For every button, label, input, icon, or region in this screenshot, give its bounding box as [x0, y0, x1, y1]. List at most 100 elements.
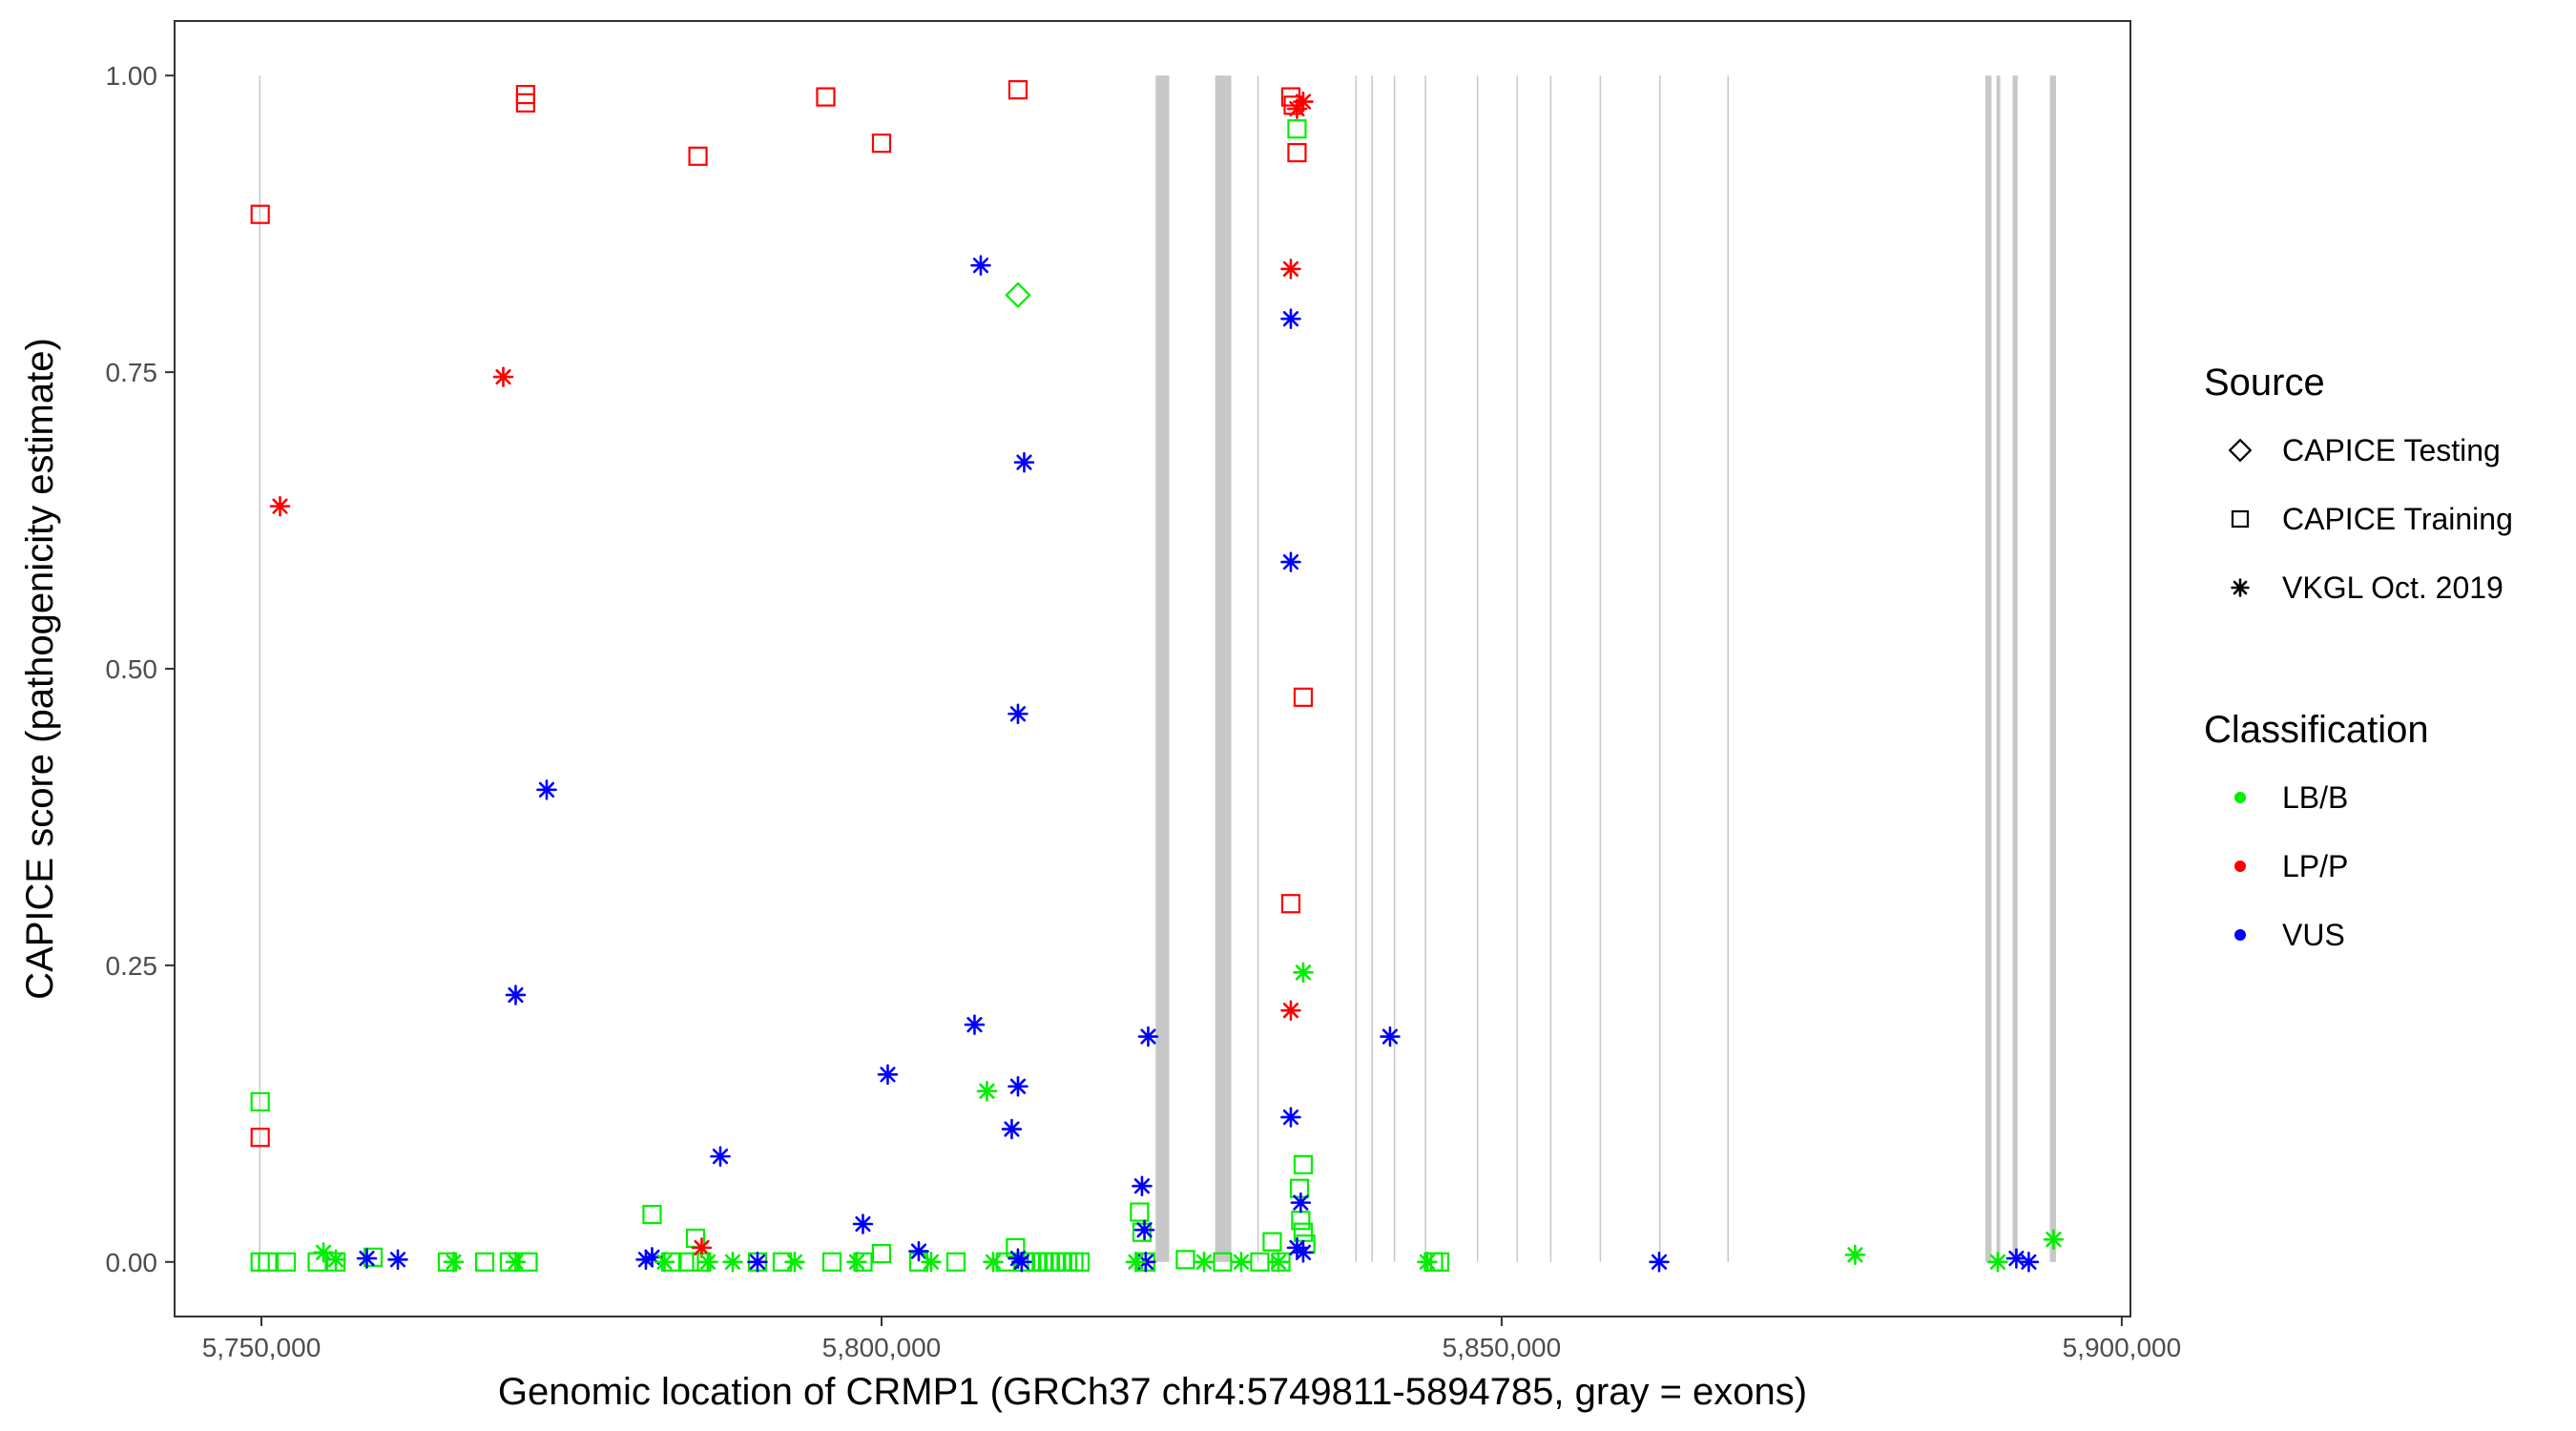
- vkgl-oct-2019-lb-b-point-9: [722, 1252, 743, 1273]
- legend-class-key-3: [2234, 929, 2246, 941]
- capice-training-lb-b-point-12: [642, 1204, 662, 1225]
- y-tick-label-4: 0.75: [106, 358, 158, 387]
- exon-band-10: [1516, 75, 1519, 1262]
- vkgl-oct-2019-lb-b-point-4: [325, 1249, 346, 1271]
- capice-training-lp-p-point-11: [1287, 142, 1307, 163]
- exon-band-9: [1476, 75, 1479, 1262]
- capice-training-lp-p-point-2: [250, 1128, 270, 1148]
- vkgl-oct-2019-vus-point-7: [505, 985, 527, 1006]
- vkgl-oct-2019-vus-point-3: [1280, 308, 1301, 329]
- vkgl-oct-2019-vus-point-27: [1011, 1252, 1032, 1273]
- legend: Source Classification CAPICE Testing CAPI…: [2204, 362, 2513, 952]
- capice-training-lb-b-point-36: [1130, 1202, 1150, 1222]
- legend-source-label-2: CAPICE Training: [2282, 502, 2513, 536]
- exon-band-15: [1984, 75, 1992, 1262]
- y-tick-label-2: 0.25: [106, 951, 158, 981]
- vkgl-oct-2019-vus-point-13: [1280, 1107, 1301, 1128]
- capice-training-lb-b-point-42: [1262, 1232, 1282, 1252]
- legend-source-key-asterisk: [2231, 578, 2250, 597]
- capice-training-lp-p-point-6: [816, 87, 836, 107]
- vkgl-oct-2019-lp-p-point-4: [1280, 259, 1301, 280]
- vkgl-oct-2019-vus-point-9: [877, 1064, 899, 1086]
- exon-band-7: [1393, 75, 1396, 1262]
- vkgl-oct-2019-lb-b-point-20: [1987, 1252, 2008, 1273]
- vkgl-oct-2019-vus-point-21: [387, 1249, 408, 1271]
- capice-training-lb-b-point-35: [1070, 1252, 1091, 1272]
- exon-band-2: [1155, 75, 1170, 1262]
- exon-band-6: [1371, 75, 1373, 1262]
- capice-training-lp-p-point-8: [1008, 80, 1028, 100]
- vkgl-oct-2019-vus-point-19: [1133, 1219, 1155, 1240]
- exon-band-13: [1659, 75, 1661, 1262]
- y-tick-label-5: 1.00: [106, 61, 158, 91]
- y-axis-title: CAPICE score (pathogenicity estimate): [19, 338, 61, 1000]
- vkgl-oct-2019-lp-p-point-5: [1280, 1000, 1301, 1021]
- vkgl-oct-2019-vus-point-2: [1013, 451, 1035, 473]
- vkgl-oct-2019-lb-b-point-19: [1844, 1244, 1866, 1266]
- x-tick-label-1: 5,750,000: [202, 1333, 322, 1362]
- legend-source-label-3: VKGL Oct. 2019: [2282, 570, 2503, 605]
- vkgl-oct-2019-vus-point-33: [2018, 1252, 2040, 1273]
- capice-training-lb-b-point-9: [474, 1252, 495, 1272]
- capice-training-lb-b-point-37: [1132, 1222, 1153, 1242]
- capice-training-lb-b-point-44: [1287, 119, 1307, 139]
- vkgl-oct-2019-vus-point-30: [1293, 1242, 1314, 1263]
- vkgl-oct-2019-lb-b-point-13: [983, 1252, 1004, 1273]
- x-axis-title: Genomic location of CRMP1 (GRCh37 chr4:5…: [498, 1371, 1807, 1413]
- vkgl-oct-2019-vus-point-14: [1001, 1118, 1023, 1140]
- legend-class-label-1: LB/B: [2282, 780, 2348, 815]
- vkgl-oct-2019-lp-p-point-1: [269, 495, 291, 517]
- vkgl-oct-2019-vus-point-18: [852, 1213, 874, 1234]
- capice-training-lp-p-point-4: [515, 93, 535, 113]
- legend-source-key-square: [2231, 509, 2250, 529]
- vkgl-oct-2019-vus-point-15: [710, 1146, 731, 1167]
- x-tick-label-4: 5,900,000: [2063, 1333, 2182, 1362]
- vkgl-oct-2019-lb-b-point-12: [921, 1252, 942, 1273]
- vkgl-oct-2019-lb-b-point-10: [784, 1252, 805, 1273]
- y-tick-label-1: 0.00: [106, 1248, 158, 1277]
- vkgl-oct-2019-lb-b-point-11: [846, 1252, 867, 1273]
- exon-band-14: [1727, 75, 1730, 1262]
- vkgl-oct-2019-vus-point-32: [2005, 1248, 2027, 1269]
- legend-class-key-1: [2234, 792, 2246, 803]
- vkgl-oct-2019-lb-b-point-1: [976, 1080, 998, 1102]
- capice-training-lp-p-point-12: [1293, 687, 1314, 707]
- vkgl-oct-2019-lp-p-point-2: [492, 366, 514, 387]
- legend-source-key-diamond: [2228, 438, 2253, 463]
- vkgl-oct-2019-vus-point-8: [964, 1014, 986, 1035]
- capice-training-lb-b-point-39: [1175, 1250, 1195, 1270]
- legend-classification-title: Classification: [2204, 709, 2429, 751]
- data-points: [250, 80, 2065, 1273]
- vkgl-oct-2019-vus-point-10: [1137, 1026, 1159, 1047]
- legend-class-key-2: [2234, 861, 2246, 872]
- capice-training-lp-p-point-7: [871, 133, 892, 154]
- axes: 5,750,000 5,800,000 5,850,000 5,900,000 0.00…: [106, 61, 2182, 1362]
- exon-band-8: [1424, 75, 1426, 1262]
- capice-training-lb-b-point-21: [871, 1243, 892, 1264]
- vkgl-oct-2019-vus-point-17: [1290, 1192, 1312, 1213]
- capice-training-lb-b-point-45: [1293, 1154, 1314, 1174]
- capice-training-lb-b-point-23: [945, 1252, 966, 1272]
- vkgl-oct-2019-vus-point-12: [1008, 1075, 1028, 1097]
- exon-band-17: [2012, 75, 2018, 1262]
- vkgl-oct-2019-lb-b-point-14: [1125, 1252, 1147, 1273]
- exon-band-12: [1599, 75, 1602, 1262]
- exon-band-11: [1549, 75, 1552, 1262]
- vkgl-oct-2019-lb-b-point-6: [505, 1252, 527, 1273]
- x-tick-label-3: 5,850,000: [1443, 1333, 1562, 1362]
- vkgl-oct-2019-lb-b-point-17: [1268, 1252, 1289, 1273]
- vkgl-oct-2019-lb-b-point-18: [1417, 1252, 1438, 1273]
- vkgl-oct-2019-vus-point-11: [1380, 1026, 1401, 1047]
- exon-band-16: [1996, 75, 2001, 1262]
- capice-training-lp-p-point-13: [1280, 894, 1301, 914]
- vkgl-oct-2019-vus-point-25: [908, 1240, 929, 1262]
- vkgl-oct-2019-lb-b-point-15: [1194, 1252, 1215, 1273]
- capice-training-lp-p-point-5: [688, 146, 708, 166]
- y-tick-label-3: 0.50: [106, 654, 158, 684]
- exon-band-4: [1257, 75, 1259, 1262]
- vkgl-oct-2019-lp-p-point-3: [691, 1237, 713, 1258]
- vkgl-oct-2019-lb-b-point-5: [443, 1252, 465, 1273]
- capice-training-lb-b-point-19: [821, 1252, 842, 1272]
